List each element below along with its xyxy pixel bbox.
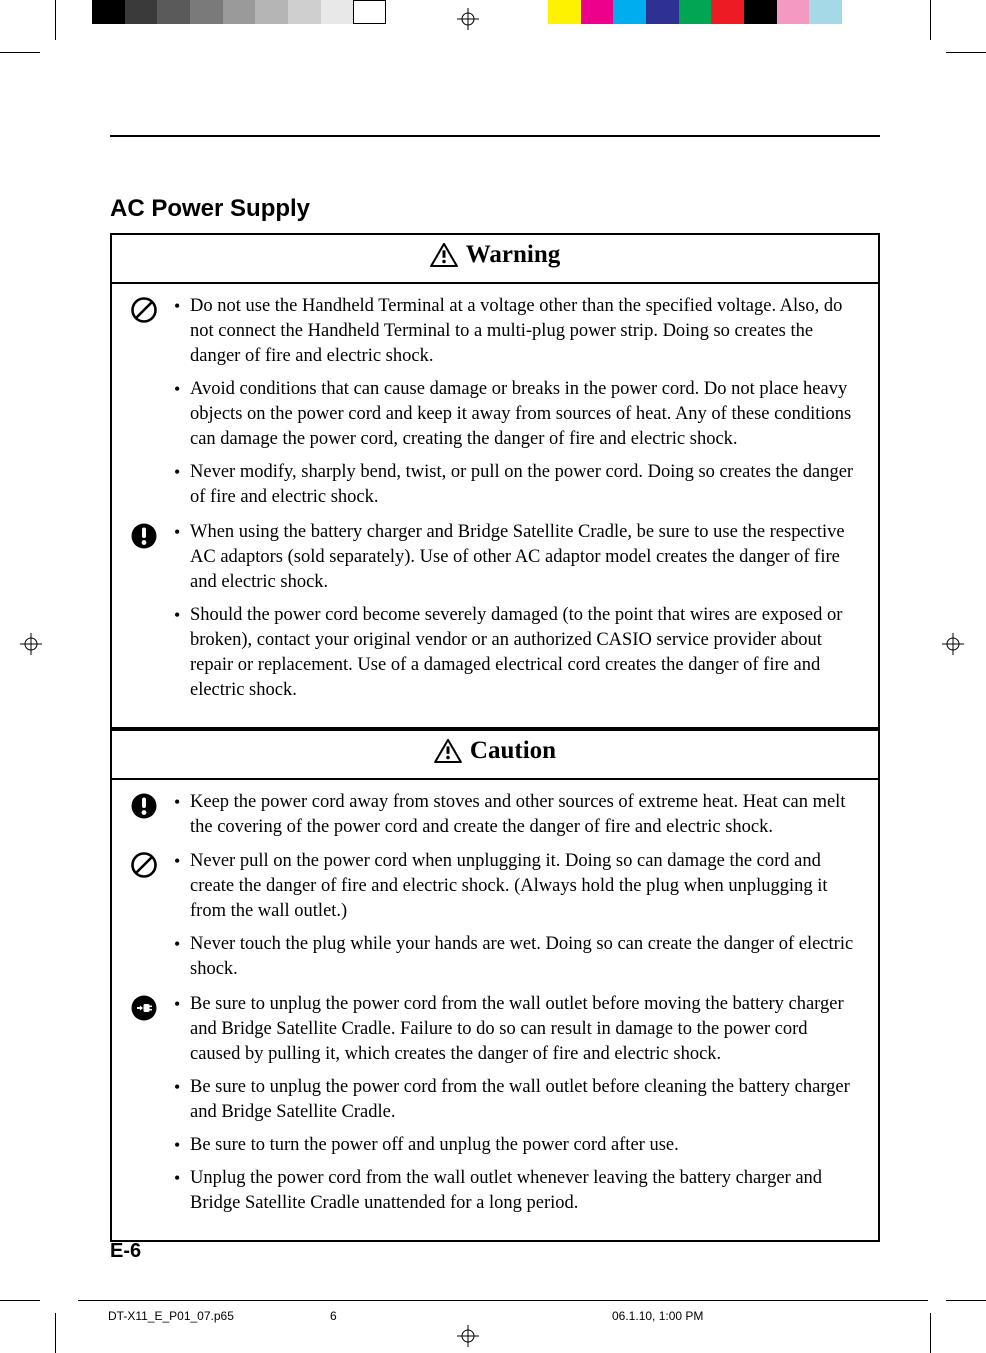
- caution-label: Caution: [470, 737, 556, 765]
- bullet-item: Never pull on the power cord when unplug…: [172, 849, 856, 924]
- caution-box: Caution Keep the power cord away from st…: [110, 729, 880, 1243]
- notice-text: When using the battery charger and Bridg…: [172, 520, 856, 711]
- color-swatch: [613, 0, 646, 24]
- caution-body: Keep the power cord away from stoves and…: [112, 780, 878, 1241]
- color-swatch: [223, 0, 256, 24]
- prohibit-icon: [130, 849, 172, 990]
- footer-rule: [78, 1300, 928, 1301]
- warning-body: Do not use the Handheld Terminal at a vo…: [112, 284, 878, 727]
- color-swatch: [288, 0, 321, 24]
- color-swatch: [255, 0, 288, 24]
- crop-mark: [930, 1313, 931, 1353]
- bullet-item: Should the power cord become severely da…: [172, 603, 856, 703]
- color-swatch: [646, 0, 679, 24]
- mandatory-icon: [130, 790, 172, 848]
- crop-mark: [0, 52, 40, 53]
- caution-triangle-icon: [434, 739, 462, 763]
- top-rule: [110, 135, 880, 137]
- bullet-item: Be sure to unplug the power cord from th…: [172, 992, 856, 1067]
- color-swatch: [190, 0, 223, 24]
- registration-mark-left: [20, 633, 42, 655]
- color-swatch: [353, 0, 386, 24]
- notice-group: When using the battery charger and Bridg…: [130, 520, 856, 711]
- color-swatch: [321, 0, 354, 24]
- warning-box: Warning Do not use the Handheld Terminal…: [110, 233, 880, 729]
- color-swatch: [679, 0, 712, 24]
- unplug-icon: [130, 992, 172, 1224]
- color-swatch: [92, 0, 125, 24]
- footer-page: 6: [330, 1309, 337, 1323]
- registration-mark-top: [457, 8, 479, 30]
- footer-filename: DT-X11_E_P01_07.p65: [108, 1309, 234, 1323]
- notice-text: Do not use the Handheld Terminal at a vo…: [172, 294, 856, 518]
- footer-datetime: 06.1.10, 1:00 PM: [612, 1309, 703, 1323]
- bullet-item: Keep the power cord away from stoves and…: [172, 790, 856, 840]
- warning-header: Warning: [112, 235, 878, 284]
- crop-mark: [0, 1300, 40, 1301]
- page-number: E-6: [110, 1240, 141, 1263]
- color-swatch: [711, 0, 744, 24]
- crop-mark: [946, 1300, 986, 1301]
- colorbar-left: [92, 0, 386, 24]
- crop-mark: [55, 0, 56, 40]
- caution-header: Caution: [112, 729, 878, 780]
- color-swatch: [548, 0, 581, 24]
- crop-mark: [55, 1313, 56, 1353]
- bullet-item: Be sure to turn the power off and unplug…: [172, 1133, 856, 1158]
- crop-mark: [946, 52, 986, 53]
- prohibit-icon: [130, 294, 172, 518]
- color-swatch: [157, 0, 190, 24]
- color-swatch: [809, 0, 842, 24]
- notice-group: Be sure to unplug the power cord from th…: [130, 992, 856, 1224]
- color-swatch: [581, 0, 614, 24]
- notice-group: Keep the power cord away from stoves and…: [130, 790, 856, 848]
- bullet-item: Avoid conditions that can cause damage o…: [172, 377, 856, 452]
- bullet-item: Be sure to unplug the power cord from th…: [172, 1075, 856, 1125]
- color-swatch: [777, 0, 810, 24]
- warning-triangle-icon: [430, 243, 458, 267]
- notice-group: Do not use the Handheld Terminal at a vo…: [130, 294, 856, 518]
- warning-label: Warning: [466, 241, 560, 269]
- registration-mark-right: [942, 633, 964, 655]
- notice-text: Never pull on the power cord when unplug…: [172, 849, 856, 990]
- bullet-item: When using the battery charger and Bridg…: [172, 520, 856, 595]
- bullet-item: Do not use the Handheld Terminal at a vo…: [172, 294, 856, 369]
- bullet-item: Never touch the plug while your hands ar…: [172, 932, 856, 982]
- content-area: AC Power Supply Warning Do not use the H…: [110, 135, 880, 1242]
- section-title: AC Power Supply: [110, 195, 880, 223]
- notice-text: Be sure to unplug the power cord from th…: [172, 992, 856, 1224]
- bullet-item: Never modify, sharply bend, twist, or pu…: [172, 460, 856, 510]
- notice-text: Keep the power cord away from stoves and…: [172, 790, 856, 848]
- page: AC Power Supply Warning Do not use the H…: [0, 0, 986, 1353]
- mandatory-icon: [130, 520, 172, 711]
- notice-group: Never pull on the power cord when unplug…: [130, 849, 856, 990]
- color-swatch: [744, 0, 777, 24]
- color-swatch: [125, 0, 158, 24]
- colorbar-right: [548, 0, 842, 24]
- crop-mark: [930, 0, 931, 40]
- registration-mark-bottom: [457, 1325, 479, 1347]
- bullet-item: Unplug the power cord from the wall outl…: [172, 1166, 856, 1216]
